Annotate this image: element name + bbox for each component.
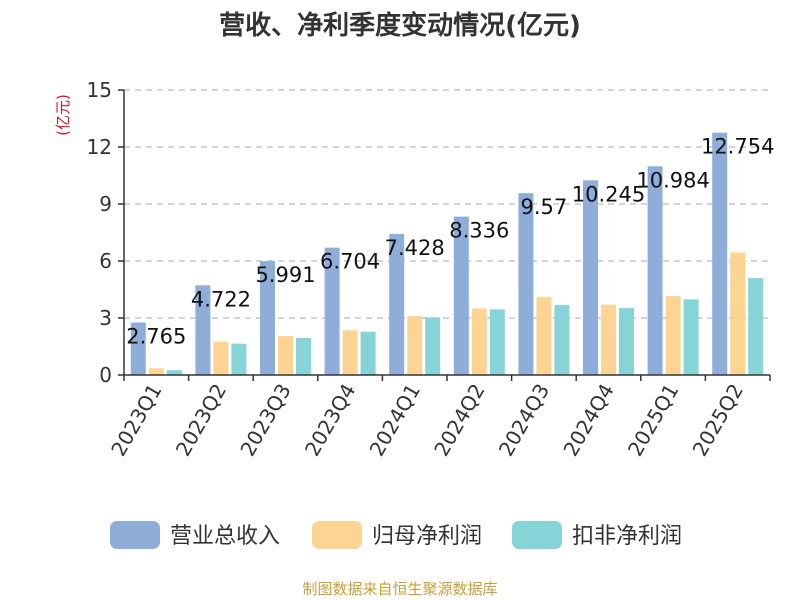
x-tick-label: 2024Q3: [494, 380, 554, 461]
bar-2023Q3-1: [278, 336, 293, 375]
legend-label: 扣非净利润: [572, 524, 682, 549]
source-note: 制图数据来自恒生聚源数据库: [302, 580, 497, 598]
legend-swatch: [110, 521, 160, 549]
bar-2024Q1-2: [425, 317, 441, 375]
bar-2023Q2-2: [231, 343, 247, 375]
bar-2023Q3-0: [260, 261, 275, 375]
y-tick-label: 15: [87, 78, 112, 102]
x-tick-label: 2023Q3: [235, 380, 295, 461]
x-tick-label: 2023Q1: [106, 380, 166, 461]
data-label: 8.336: [449, 219, 509, 243]
bar-2025Q2-1: [730, 252, 746, 375]
data-label: 7.428: [385, 236, 445, 260]
bar-2023Q4-2: [360, 331, 376, 375]
data-label: 10.245: [572, 182, 645, 206]
bar-2023Q1-1: [148, 368, 164, 375]
y-tick-label: 6: [99, 249, 112, 273]
x-axis-ticks: 2023Q1 2023Q2 2023Q3 2023Q4 2024Q1 2024Q2 2024…: [106, 375, 771, 461]
bar-2023Q4-0: [324, 247, 340, 375]
bar-2024Q2-2: [489, 309, 505, 375]
x-tick-label: 2024Q2: [429, 380, 489, 461]
x-tick-label: 2023Q4: [300, 380, 360, 461]
bar-2024Q4-1: [601, 304, 616, 375]
y-tick-label: 3: [99, 306, 112, 330]
bars: [130, 132, 764, 375]
bar-2023Q1-2: [166, 370, 182, 375]
chart-title: 营收、净利季度变动情况(亿元): [219, 10, 581, 41]
y-axis-unit: (亿元): [54, 94, 72, 136]
bar-2025Q2-0: [712, 132, 728, 375]
bar-2024Q4-0: [583, 180, 598, 375]
data-label: 12.754: [701, 135, 774, 159]
legend-label: 归母净利润: [372, 524, 482, 549]
data-label: 4.722: [191, 287, 251, 311]
bar-2024Q3-2: [554, 305, 570, 375]
x-tick-label: 2024Q4: [558, 380, 618, 461]
bar-2023Q1-0: [130, 322, 146, 375]
y-tick-label: 9: [99, 192, 112, 216]
bar-2024Q3-1: [536, 297, 552, 375]
bar-2024Q2-1: [471, 308, 487, 375]
x-tick-label: 2025Q2: [688, 380, 748, 461]
grid-lines: [124, 89, 770, 319]
legend-label: 营业总收入: [170, 524, 280, 549]
bar-2024Q1-0: [389, 233, 405, 375]
data-label: 10.984: [636, 168, 709, 192]
legend: 营业总收入 归母净利润 扣非净利润: [110, 521, 682, 549]
data-label: 9.57: [521, 195, 568, 219]
bar-2025Q1-1: [665, 296, 681, 375]
x-tick-label: 2023Q2: [171, 380, 231, 461]
data-label: 5.991: [255, 263, 315, 287]
bar-2023Q2-1: [213, 341, 229, 375]
x-tick-label: 2024Q1: [365, 380, 425, 461]
bar-2023Q2-0: [195, 285, 211, 375]
bar-2025Q1-0: [647, 166, 663, 375]
bar-2025Q1-2: [683, 299, 699, 375]
legend-swatch: [512, 521, 562, 549]
bar-2025Q2-2: [748, 278, 764, 375]
bar-2023Q4-1: [342, 330, 358, 375]
x-tick-label: 2025Q1: [623, 380, 683, 461]
bar-2024Q3-0: [518, 193, 534, 375]
y-axis-ticks: 0 3 6 9 12 15: [87, 78, 124, 387]
y-tick-label: 12: [87, 135, 112, 159]
legend-swatch: [312, 521, 362, 549]
bar-2023Q3-2: [296, 337, 311, 375]
data-label: 6.704: [320, 250, 380, 274]
bar-2024Q2-0: [453, 216, 469, 375]
data-label: 2.765: [126, 324, 186, 348]
bar-2024Q4-2: [619, 308, 634, 375]
bar-2024Q1-1: [407, 316, 423, 375]
y-tick-label: 0: [99, 363, 112, 387]
